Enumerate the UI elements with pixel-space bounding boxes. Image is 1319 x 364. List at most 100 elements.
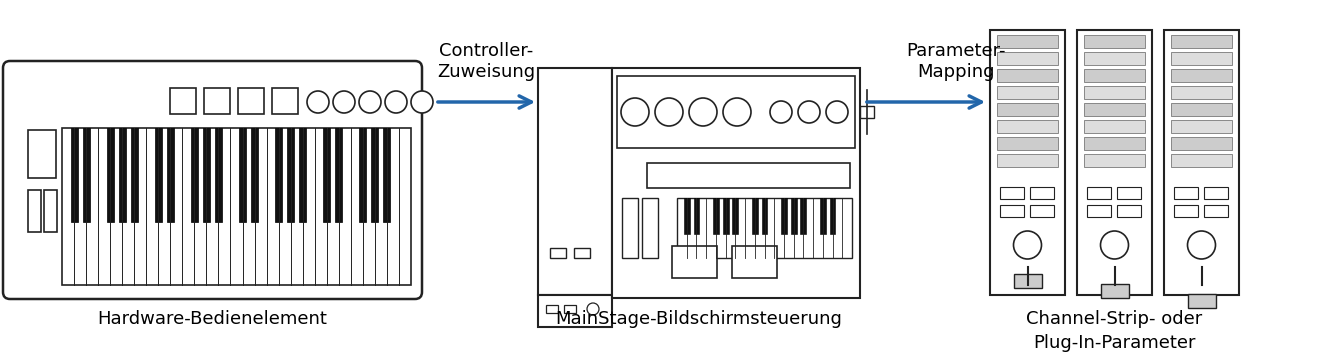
Bar — [239, 128, 247, 222]
Bar — [1163, 30, 1239, 295]
Bar — [237, 88, 264, 114]
Bar — [612, 68, 860, 298]
Bar — [723, 198, 728, 234]
Bar — [623, 198, 638, 258]
Bar — [732, 198, 739, 234]
Bar — [384, 128, 390, 222]
Circle shape — [689, 98, 718, 126]
Bar — [565, 305, 576, 313]
Bar — [166, 128, 174, 222]
Bar — [538, 68, 612, 295]
Circle shape — [1187, 231, 1216, 259]
Bar — [642, 198, 658, 258]
Bar — [272, 88, 298, 114]
Bar — [1204, 205, 1228, 217]
Bar — [1171, 120, 1232, 133]
Bar — [732, 246, 777, 278]
Bar — [1174, 205, 1198, 217]
Bar — [648, 163, 849, 188]
Bar — [1084, 35, 1145, 48]
Circle shape — [656, 98, 683, 126]
Bar — [372, 128, 379, 222]
Bar — [119, 128, 125, 222]
Text: MainStage-Bildschirmsteuerung: MainStage-Bildschirmsteuerung — [555, 310, 843, 328]
Circle shape — [1013, 231, 1042, 259]
Bar — [1174, 187, 1198, 199]
Bar — [359, 128, 367, 222]
Bar — [1204, 187, 1228, 199]
Circle shape — [587, 303, 599, 315]
Bar — [1084, 52, 1145, 65]
Bar — [107, 128, 113, 222]
Text: Controller-
Zuweisung: Controller- Zuweisung — [438, 42, 536, 81]
Bar — [1171, 137, 1232, 150]
Bar — [617, 76, 855, 148]
Bar — [203, 128, 210, 222]
Bar — [131, 128, 137, 222]
Bar — [1117, 187, 1141, 199]
Bar — [761, 198, 768, 234]
Text: Channel-Strip- oder
Plug-In-Parameter: Channel-Strip- oder Plug-In-Parameter — [1026, 310, 1203, 352]
Bar — [204, 88, 230, 114]
Circle shape — [359, 91, 381, 113]
Bar — [1171, 35, 1232, 48]
Bar — [1171, 86, 1232, 99]
Bar — [997, 137, 1058, 150]
Bar — [1084, 154, 1145, 167]
Circle shape — [385, 91, 408, 113]
Bar — [1030, 205, 1054, 217]
Bar — [683, 198, 690, 234]
Bar — [997, 120, 1058, 133]
Bar — [574, 248, 590, 258]
Bar — [1084, 137, 1145, 150]
Bar — [997, 69, 1058, 82]
Bar — [1084, 69, 1145, 82]
Bar — [997, 52, 1058, 65]
Bar — [1084, 120, 1145, 133]
Bar — [215, 128, 222, 222]
Bar — [997, 86, 1058, 99]
Bar — [1117, 205, 1141, 217]
Bar — [694, 198, 699, 234]
Bar — [154, 128, 162, 222]
Bar — [671, 246, 718, 278]
Bar — [860, 106, 874, 118]
Bar — [781, 198, 787, 234]
Bar — [820, 198, 826, 234]
Circle shape — [621, 98, 649, 126]
Bar — [323, 128, 330, 222]
Bar — [1000, 187, 1024, 199]
Circle shape — [332, 91, 355, 113]
Bar — [170, 88, 197, 114]
Circle shape — [770, 101, 791, 123]
Bar — [991, 30, 1064, 295]
Bar — [62, 128, 412, 285]
FancyBboxPatch shape — [3, 61, 422, 299]
Bar — [1087, 187, 1111, 199]
Bar — [1171, 69, 1232, 82]
Bar — [1171, 103, 1232, 116]
Bar — [791, 198, 797, 234]
Bar — [1171, 52, 1232, 65]
Bar — [1187, 294, 1216, 308]
Bar — [1084, 86, 1145, 99]
Circle shape — [307, 91, 328, 113]
Bar — [997, 35, 1058, 48]
Bar — [191, 128, 198, 222]
Bar — [1030, 187, 1054, 199]
Bar — [70, 128, 78, 222]
Bar — [335, 128, 343, 222]
Bar — [28, 190, 41, 232]
Bar — [28, 130, 55, 178]
Bar — [997, 154, 1058, 167]
Bar — [1171, 154, 1232, 167]
Bar — [546, 305, 558, 313]
Bar — [538, 295, 612, 327]
Circle shape — [1100, 231, 1129, 259]
Bar — [83, 128, 90, 222]
Bar — [288, 128, 294, 222]
Circle shape — [798, 101, 820, 123]
Bar — [1087, 205, 1111, 217]
Bar — [1078, 30, 1151, 295]
Bar — [801, 198, 806, 234]
